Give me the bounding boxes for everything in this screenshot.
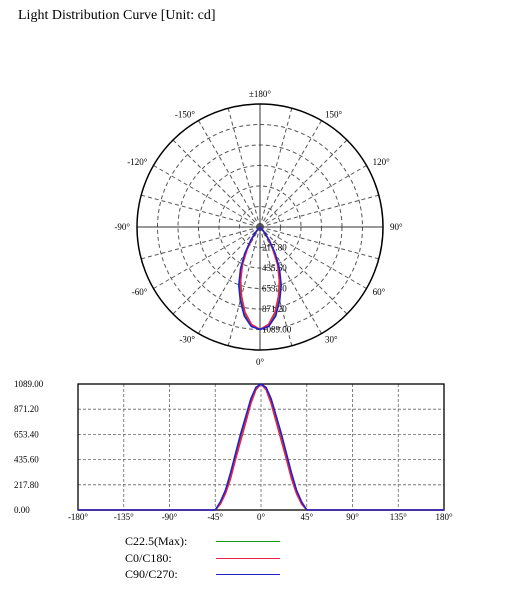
x-tick-label: -45° <box>207 512 223 522</box>
x-tick-label: 180° <box>435 512 453 522</box>
polar-radial-label: 653.40 <box>262 284 287 294</box>
legend-swatch-c90 <box>216 574 280 575</box>
polar-chart: ±180° 150° 120° 90° 60° 30° 0° -30° -60° -90° -120… <box>114 89 403 367</box>
polar-angle-label: ±180° <box>249 89 271 99</box>
polar-series-c90 <box>237 225 283 331</box>
polar-angle-label: 30° <box>325 335 338 345</box>
x-tick-label: 90° <box>346 512 359 522</box>
polar-angle-label: 0° <box>256 357 265 367</box>
polar-angle-label: -30° <box>179 335 195 345</box>
polar-angle-label: -120° <box>127 157 147 167</box>
x-tick-label: 135° <box>390 512 408 522</box>
polar-angle-label: 60° <box>373 287 386 297</box>
y-tick-label: 0.00 <box>14 505 30 515</box>
polar-angle-label: -150° <box>175 109 195 119</box>
legend-label-c22: C22.5(Max): <box>125 534 188 548</box>
y-tick-label: 653.40 <box>14 429 39 439</box>
y-tick-label: 1089.00 <box>14 379 44 389</box>
polar-angle-label: 150° <box>325 109 343 119</box>
polar-outer-circle <box>136 103 384 351</box>
polar-radial-label: 217.80 <box>262 243 287 253</box>
x-tick-label: 45° <box>300 512 313 522</box>
x-tick-label: 0° <box>257 512 266 522</box>
y-tick-label: 217.80 <box>14 480 39 490</box>
legend-label-c90: C90/C270: <box>125 567 178 581</box>
y-tick-label: 871.20 <box>14 404 39 414</box>
x-tick-label: -135° <box>114 512 134 522</box>
legend-label-c0: C0/C180: <box>125 550 172 565</box>
legend-swatch-c22 <box>216 541 280 542</box>
x-tick-label: -90° <box>162 512 178 522</box>
polar-angle-label: -90° <box>114 222 130 232</box>
line-series-c90 <box>78 383 444 511</box>
legend-swatch-c0 <box>216 557 280 559</box>
polar-radial-label: 871.20 <box>262 304 287 314</box>
page-title: Light Distribution Curve [Unit: cd] <box>18 8 216 23</box>
polar-angle-label: 90° <box>390 222 403 232</box>
polar-radial-label: 1089.00 <box>262 325 292 335</box>
polar-angle-label: -60° <box>132 287 148 297</box>
x-tick-label: -180° <box>68 512 88 522</box>
y-tick-label: 435.60 <box>14 455 39 465</box>
polar-radial-label: 435.60 <box>262 263 287 273</box>
polar-angle-label: 120° <box>373 157 391 167</box>
